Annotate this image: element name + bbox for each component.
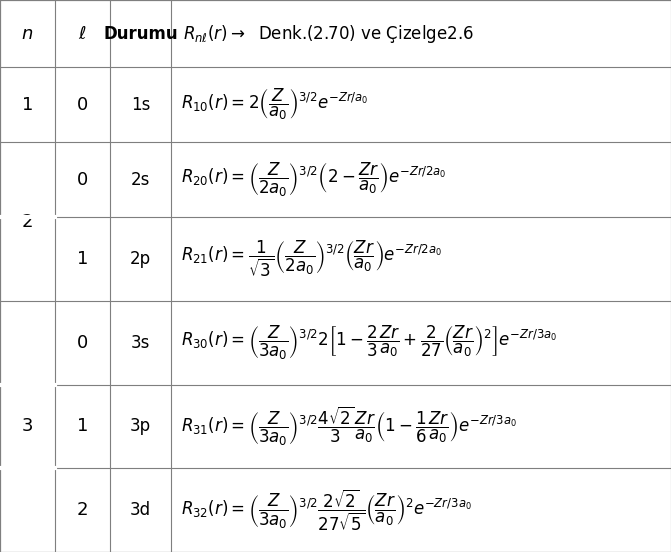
Text: 2s: 2s [131, 171, 150, 189]
Text: $R_{32}(r) = \left(\dfrac{Z}{3a_0}\right)^{3/2}\dfrac{2\sqrt{2}}{27\sqrt{5}}\lef: $R_{32}(r) = \left(\dfrac{Z}{3a_0}\right… [181, 487, 472, 533]
Text: $\ell$: $\ell$ [79, 25, 87, 43]
Text: 0: 0 [77, 334, 88, 352]
Text: $n$: $n$ [21, 25, 34, 43]
Text: 2p: 2p [130, 250, 151, 268]
Text: 3s: 3s [131, 334, 150, 352]
Text: $R_{20}(r) = \left(\dfrac{Z}{2a_0}\right)^{3/2}\left(2 - \dfrac{Zr}{a_0}\right)e: $R_{20}(r) = \left(\dfrac{Z}{2a_0}\right… [181, 161, 447, 199]
Text: $R_{21}(r) = \dfrac{1}{\sqrt{3}}\left(\dfrac{Z}{2a_0}\right)^{3/2}\left(\dfrac{Z: $R_{21}(r) = \dfrac{1}{\sqrt{3}}\left(\d… [181, 239, 442, 279]
Text: $R_{30}(r) = \left(\dfrac{Z}{3a_0}\right)^{3/2} 2\left[1 - \dfrac{2}{3}\dfrac{Zr: $R_{30}(r) = \left(\dfrac{Z}{3a_0}\right… [181, 323, 558, 362]
Text: 3: 3 [21, 417, 34, 436]
Text: 3p: 3p [130, 417, 151, 436]
Text: 1: 1 [22, 96, 33, 114]
Text: 1s: 1s [131, 96, 150, 114]
Text: Durumu: Durumu [103, 25, 178, 43]
Text: $R_{n\ell}(r) \rightarrow$  Denk.(2.70) ve Çizelge2.6: $R_{n\ell}(r) \rightarrow$ Denk.(2.70) v… [183, 23, 474, 45]
Text: 2: 2 [76, 501, 89, 519]
Text: 1: 1 [77, 417, 88, 436]
Text: 0: 0 [77, 96, 88, 114]
Text: 1: 1 [77, 250, 88, 268]
Text: 0: 0 [77, 171, 88, 189]
Text: 3d: 3d [130, 501, 151, 519]
Text: $R_{31}(r) = \left(\dfrac{Z}{3a_0}\right)^{3/2}\dfrac{4\sqrt{2}}{3}\dfrac{Zr}{a_: $R_{31}(r) = \left(\dfrac{Z}{3a_0}\right… [181, 405, 517, 448]
Text: $R_{10}(r) = 2\left(\dfrac{Z}{a_0}\right)^{3/2} e^{-Zr/a_0}$: $R_{10}(r) = 2\left(\dfrac{Z}{a_0}\right… [181, 87, 368, 123]
Text: 2: 2 [21, 213, 34, 231]
